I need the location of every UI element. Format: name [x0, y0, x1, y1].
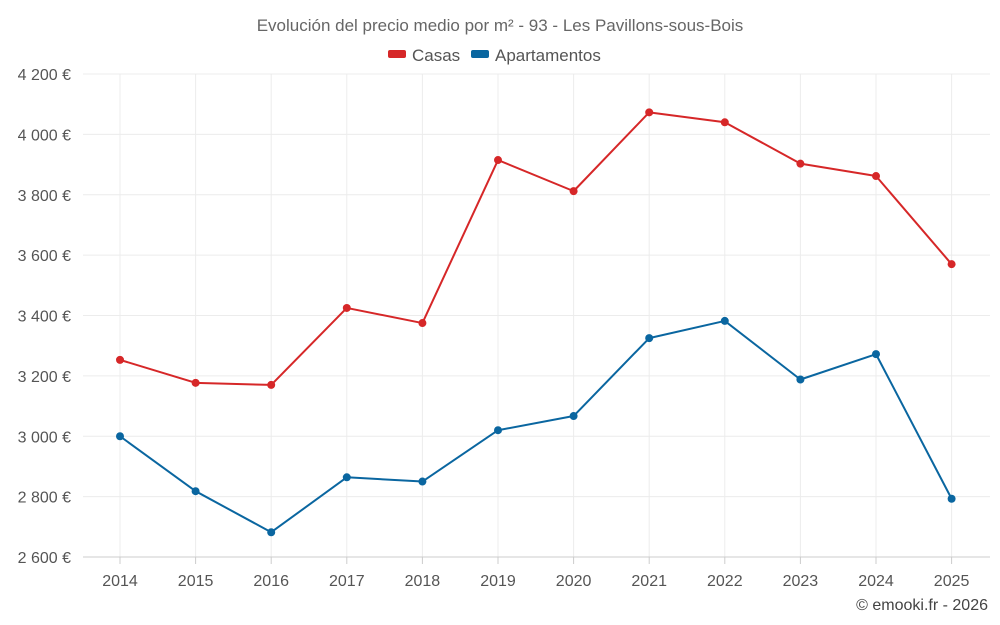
x-tick-label: 2024 — [858, 573, 894, 590]
data-point-apartamentos[interactable] — [342, 473, 351, 482]
x-tick-label: 2014 — [102, 573, 138, 590]
x-tick-label: 2020 — [556, 573, 592, 590]
data-point-apartamentos[interactable] — [872, 350, 880, 359]
data-point-apartamentos[interactable] — [947, 494, 956, 503]
data-point-apartamentos[interactable] — [116, 432, 124, 441]
legend-label-apartamentos: Apartamentos — [495, 46, 601, 65]
data-point-casas[interactable] — [494, 156, 502, 165]
y-tick-label: 3 800 € — [18, 188, 71, 205]
y-axis: 2 600 € 2 800 € 3 000 € 3 200 € 3 400 € 3 600… — [18, 67, 71, 567]
y-tick-label: 3 600 € — [18, 248, 71, 265]
data-point-apartamentos[interactable] — [191, 487, 200, 496]
data-point-casas[interactable] — [418, 319, 427, 328]
data-point-apartamentos[interactable] — [267, 528, 276, 537]
chart-title: Evolución del precio medio por m² - 93 -… — [257, 16, 744, 35]
data-point-casas[interactable] — [569, 187, 578, 196]
series — [116, 108, 956, 537]
x-tick-label: 2021 — [631, 573, 667, 590]
data-point-apartamentos[interactable] — [720, 316, 729, 325]
x-tick-label: 2019 — [480, 573, 516, 590]
data-point-casas[interactable] — [645, 108, 654, 117]
data-point-casas[interactable] — [342, 303, 351, 312]
data-point-casas[interactable] — [872, 172, 880, 181]
data-point-casas[interactable] — [267, 380, 276, 389]
legend-swatch-apartamentos — [471, 50, 489, 58]
legend-item-apartamentos[interactable]: Apartamentos — [471, 46, 601, 65]
data-point-apartamentos[interactable] — [645, 334, 654, 343]
data-point-apartamentos[interactable] — [418, 477, 427, 486]
legend-swatch-casas — [388, 50, 406, 58]
credit-text: © emooki.fr - 2026 — [856, 597, 988, 614]
x-tick-label: 2017 — [329, 573, 365, 590]
legend-label-casas: Casas — [412, 46, 460, 65]
data-point-casas[interactable] — [116, 355, 124, 364]
y-tick-label: 2 800 € — [18, 490, 71, 507]
x-tick-label: 2025 — [934, 573, 970, 590]
data-point-casas[interactable] — [947, 260, 956, 269]
y-tick-label: 4 000 € — [18, 127, 71, 144]
y-tick-label: 4 200 € — [18, 67, 71, 84]
series-line-apartamentos — [119, 319, 953, 534]
data-point-apartamentos[interactable] — [796, 375, 805, 384]
y-tick-label: 3 000 € — [18, 429, 71, 446]
x-tick-label: 2015 — [178, 573, 214, 590]
x-tick-label: 2022 — [707, 573, 743, 590]
legend[interactable]: Casas Apartamentos — [388, 46, 601, 65]
x-axis: 2014 2015 2016 2017 2018 2019 2020 2021 2022 2023… — [83, 556, 990, 590]
data-point-casas[interactable] — [191, 378, 200, 387]
x-tick-label: 2018 — [405, 573, 441, 590]
data-point-apartamentos[interactable] — [494, 426, 502, 435]
series-line-casas — [119, 111, 953, 386]
y-tick-label: 3 400 € — [18, 309, 71, 326]
x-tick-label: 2016 — [253, 573, 289, 590]
data-point-casas[interactable] — [796, 159, 805, 168]
y-tick-label: 3 200 € — [18, 369, 71, 386]
data-point-apartamentos[interactable] — [569, 412, 578, 421]
data-point-casas[interactable] — [720, 118, 729, 127]
legend-item-casas[interactable]: Casas — [388, 46, 460, 65]
grid — [83, 73, 990, 558]
x-tick-label: 2023 — [783, 573, 819, 590]
y-tick-label: 2 600 € — [18, 550, 71, 567]
